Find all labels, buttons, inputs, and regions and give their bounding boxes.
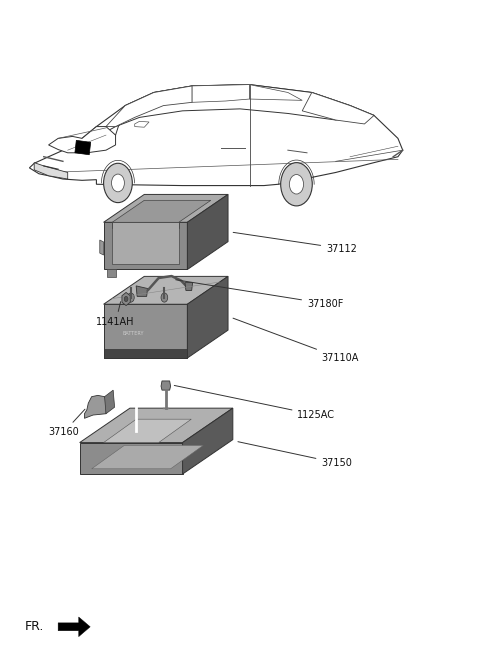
Text: 37150: 37150 <box>238 442 352 468</box>
Text: 37110A: 37110A <box>233 318 359 363</box>
Text: 1141AH: 1141AH <box>96 302 135 327</box>
Polygon shape <box>29 85 403 185</box>
Polygon shape <box>122 292 130 306</box>
Polygon shape <box>104 277 228 304</box>
Polygon shape <box>100 240 104 255</box>
Polygon shape <box>80 408 233 443</box>
Polygon shape <box>187 277 228 358</box>
Polygon shape <box>250 85 302 101</box>
Circle shape <box>281 163 312 206</box>
Circle shape <box>128 293 134 302</box>
Polygon shape <box>75 141 91 155</box>
Polygon shape <box>106 86 192 127</box>
Polygon shape <box>80 443 182 474</box>
Text: 37180F: 37180F <box>176 280 343 309</box>
Polygon shape <box>187 194 228 269</box>
Polygon shape <box>104 222 187 269</box>
Polygon shape <box>34 163 68 179</box>
Text: 1125AC: 1125AC <box>174 386 336 420</box>
Text: BATTERY: BATTERY <box>122 331 144 336</box>
Polygon shape <box>105 390 115 414</box>
Polygon shape <box>136 286 148 296</box>
Polygon shape <box>92 445 203 469</box>
Circle shape <box>111 174 124 192</box>
Text: FR.: FR. <box>24 620 44 633</box>
Polygon shape <box>185 283 192 290</box>
Circle shape <box>104 164 132 202</box>
Polygon shape <box>48 127 116 153</box>
Polygon shape <box>108 269 116 277</box>
Polygon shape <box>104 304 187 358</box>
Polygon shape <box>112 222 179 264</box>
Polygon shape <box>112 200 211 222</box>
Polygon shape <box>58 617 90 637</box>
Polygon shape <box>104 349 187 358</box>
Polygon shape <box>106 85 374 135</box>
Text: 37112: 37112 <box>233 233 357 254</box>
Polygon shape <box>302 93 374 124</box>
Polygon shape <box>135 122 149 127</box>
Polygon shape <box>192 85 250 102</box>
Polygon shape <box>104 419 192 443</box>
Polygon shape <box>182 408 233 474</box>
Text: 37160: 37160 <box>48 409 85 437</box>
Polygon shape <box>104 194 228 222</box>
Circle shape <box>289 175 303 194</box>
Circle shape <box>124 296 128 302</box>
Polygon shape <box>161 381 170 390</box>
Polygon shape <box>84 396 108 419</box>
Circle shape <box>161 293 168 302</box>
